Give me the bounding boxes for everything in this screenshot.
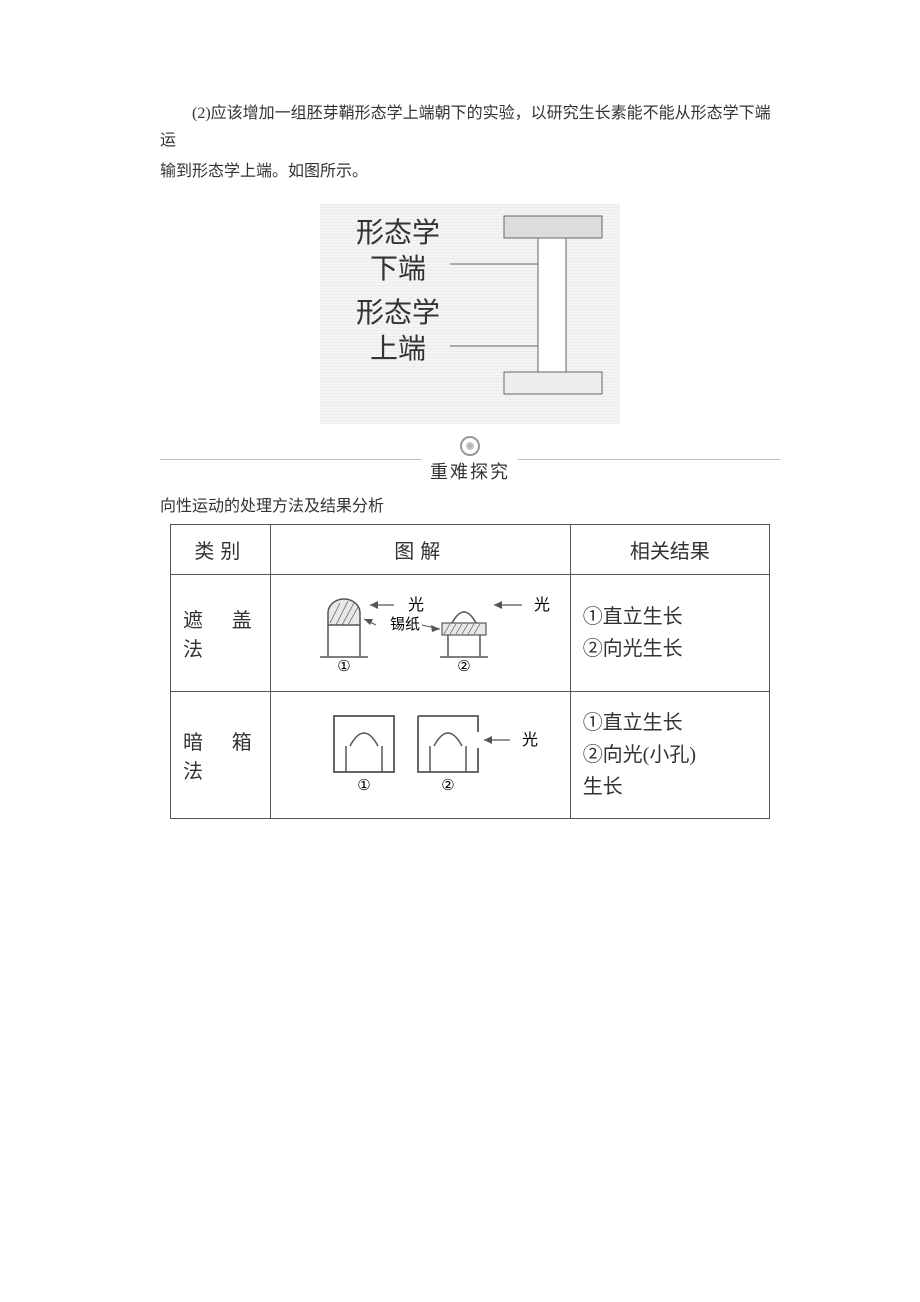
table-row: 暗箱法 ① ② xyxy=(171,691,770,818)
svg-text:光: 光 xyxy=(408,596,424,614)
th-category: 类别 xyxy=(171,524,271,574)
svg-text:①: ① xyxy=(337,659,350,675)
cell-diagram-1: ① 光 锡纸 xyxy=(270,574,570,691)
svg-text:②: ② xyxy=(441,778,454,794)
cell-result-2: ①直立生长 ②向光(小孔) 生长 xyxy=(570,691,769,818)
svg-text:光: 光 xyxy=(522,731,538,749)
darkbox-method-svg: ① ② 光 xyxy=(290,702,550,802)
table-row: 遮盖法 ① xyxy=(171,574,770,691)
cell-diagram-2: ① ② 光 xyxy=(270,691,570,818)
table-header-row: 类别 图解 相关结果 xyxy=(171,524,770,574)
svg-text:光: 光 xyxy=(534,596,550,614)
paragraph-line-1: (2)应该增加一组胚芽鞘形态学上端朝下的实验，以研究生长素能不能从形态学下端运 xyxy=(160,100,780,154)
th-diagram: 图解 xyxy=(270,524,570,574)
section-divider: 重难探究 xyxy=(160,436,780,484)
paragraph-line-2: 输到形态学上端。如图所示。 xyxy=(160,158,780,185)
svg-text:锡纸: 锡纸 xyxy=(390,616,420,633)
cover-method-svg: ① 光 锡纸 xyxy=(290,585,550,675)
section-icon xyxy=(460,436,480,456)
section-title: 重难探究 xyxy=(430,458,510,484)
cell-category-1: 遮盖法 xyxy=(171,574,271,691)
cell-category-2: 暗箱法 xyxy=(171,691,271,818)
svg-text:①: ① xyxy=(357,778,370,794)
subhead: 向性运动的处理方法及结果分析 xyxy=(160,492,780,516)
diagram-svg xyxy=(320,204,620,424)
cell-result-1: ①直立生长 ②向光生长 xyxy=(570,574,769,691)
th-result: 相关结果 xyxy=(570,524,769,574)
experiment-table: 类别 图解 相关结果 遮盖法 ① xyxy=(170,524,770,819)
auxin-transport-diagram: 形态学 下端 形态学 上端 xyxy=(160,204,780,424)
svg-text:②: ② xyxy=(457,659,470,675)
